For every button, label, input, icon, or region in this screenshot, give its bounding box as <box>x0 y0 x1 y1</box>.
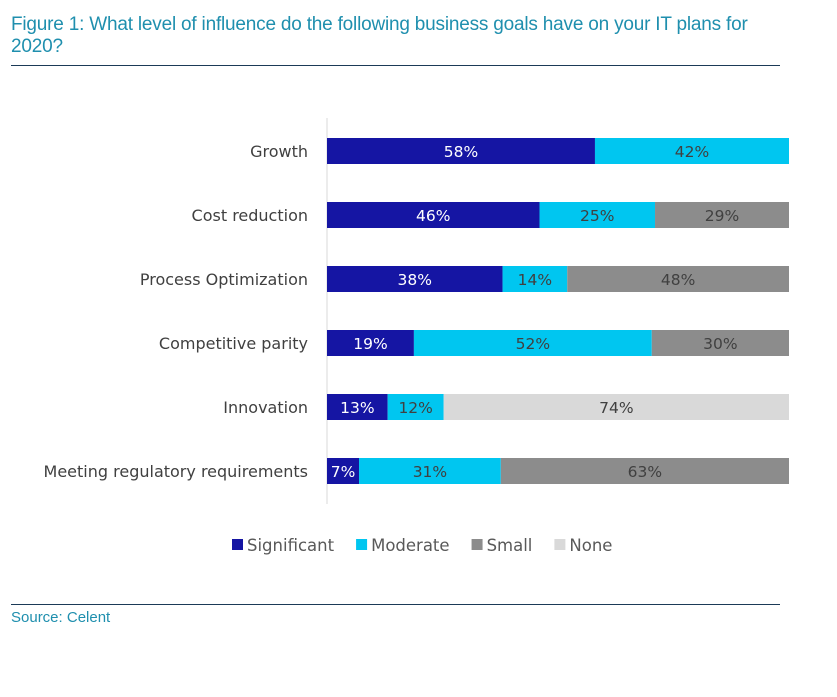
bar-segment-significant <box>327 394 388 420</box>
data-label: 14% <box>518 271 552 289</box>
legend-label: Moderate <box>371 536 449 555</box>
category-label: Competitive parity <box>159 334 308 353</box>
category-label: Process Optimization <box>140 270 308 289</box>
data-label: 74% <box>599 399 633 417</box>
data-label: 46% <box>416 207 450 225</box>
legend-label: Small <box>487 536 533 555</box>
bar-segment-moderate <box>502 266 568 292</box>
title-divider <box>11 65 780 66</box>
bar-segment-small <box>655 202 789 228</box>
data-label: 12% <box>398 399 432 417</box>
bar-segment-moderate <box>594 138 789 164</box>
category-label: Cost reduction <box>192 206 308 225</box>
data-label: 38% <box>398 271 432 289</box>
legend-label: Significant <box>247 536 335 555</box>
legend-swatch-none <box>554 539 566 550</box>
legend-swatch-moderate <box>356 539 368 550</box>
data-label: 29% <box>705 207 739 225</box>
legend-swatch-significant <box>232 539 243 550</box>
data-label: 52% <box>516 335 550 353</box>
bar-segment-small <box>567 266 789 292</box>
bar-segment-significant <box>327 458 360 484</box>
bar-segment-moderate <box>413 330 652 356</box>
data-label: 7% <box>331 463 356 481</box>
category-label: Growth <box>250 142 308 161</box>
bar-segment-significant <box>327 138 595 164</box>
source-divider <box>11 604 780 605</box>
bar-segment-small <box>651 330 789 356</box>
source-note: Source: Celent <box>11 609 111 626</box>
bar-segment-significant <box>327 266 503 292</box>
bar-segment-moderate <box>539 202 656 228</box>
data-label: 58% <box>444 143 478 161</box>
legend-swatch-small <box>471 539 483 550</box>
legend-label: None <box>569 536 612 555</box>
bar-segment-moderate <box>387 394 444 420</box>
category-label: Innovation <box>223 398 308 417</box>
data-label: 31% <box>413 463 447 481</box>
data-label: 13% <box>340 399 374 417</box>
data-label: 48% <box>661 271 695 289</box>
data-label: 25% <box>580 207 614 225</box>
bar-segment-significant <box>327 202 540 228</box>
category-label: Meeting regulatory requirements <box>44 462 308 481</box>
bar-segment-moderate <box>359 458 501 484</box>
data-label: 30% <box>703 335 737 353</box>
bar-segment-none <box>443 394 789 420</box>
data-label: 63% <box>628 463 662 481</box>
figure-title: Figure 1: What level of influence do the… <box>11 14 748 57</box>
data-label: 19% <box>353 335 387 353</box>
data-label: 42% <box>675 143 709 161</box>
bar-segment-significant <box>327 330 414 356</box>
bar-segment-small <box>500 458 789 484</box>
